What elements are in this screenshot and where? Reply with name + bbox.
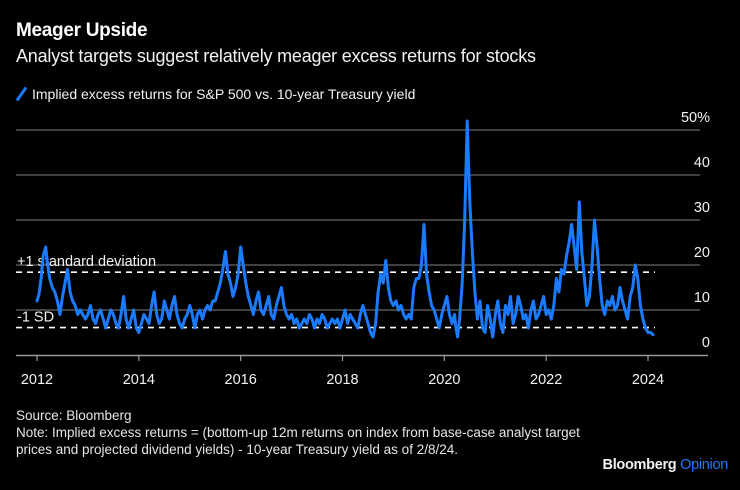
footer: Source: Bloomberg Note: Implied excess r… xyxy=(16,407,596,458)
y-tick-label: 0 xyxy=(702,335,710,351)
y-tick-label: 20 xyxy=(694,245,710,261)
x-tick-label: 2016 xyxy=(225,372,257,388)
x-tick-label: 2012 xyxy=(21,372,53,388)
chart-title: Meager Upside xyxy=(16,20,148,41)
series-line xyxy=(35,119,655,339)
x-tick-label: 2024 xyxy=(632,372,664,388)
y-tick-label: 10 xyxy=(694,290,710,306)
x-tick-label: 2014 xyxy=(123,372,155,388)
brand-name: Bloomberg xyxy=(602,457,677,473)
x-tick-label: 2020 xyxy=(428,372,460,388)
y-tick-label: 40 xyxy=(694,155,710,171)
x-tick-label: 2022 xyxy=(530,372,562,388)
y-tick-label: 30 xyxy=(694,200,710,216)
source-note: Source: Bloomberg xyxy=(16,408,132,423)
legend: Implied excess returns for S&P 500 vs. 1… xyxy=(16,86,415,102)
upper-sd-label: +1 standard deviation xyxy=(17,254,156,270)
brand-section: Opinion xyxy=(680,457,728,473)
legend-label: Implied excess returns for S&P 500 vs. 1… xyxy=(32,86,416,102)
x-tick-label: 2018 xyxy=(326,372,358,388)
lower-sd-label: -1 SD xyxy=(17,310,54,326)
brand-logo: Bloomberg Opinion xyxy=(602,457,729,473)
y-tick-label: 50% xyxy=(681,110,710,126)
methodology-note: Note: Implied excess returns = (bottom-u… xyxy=(16,425,580,457)
chart-subtitle: Analyst targets suggest relatively meage… xyxy=(16,46,536,66)
